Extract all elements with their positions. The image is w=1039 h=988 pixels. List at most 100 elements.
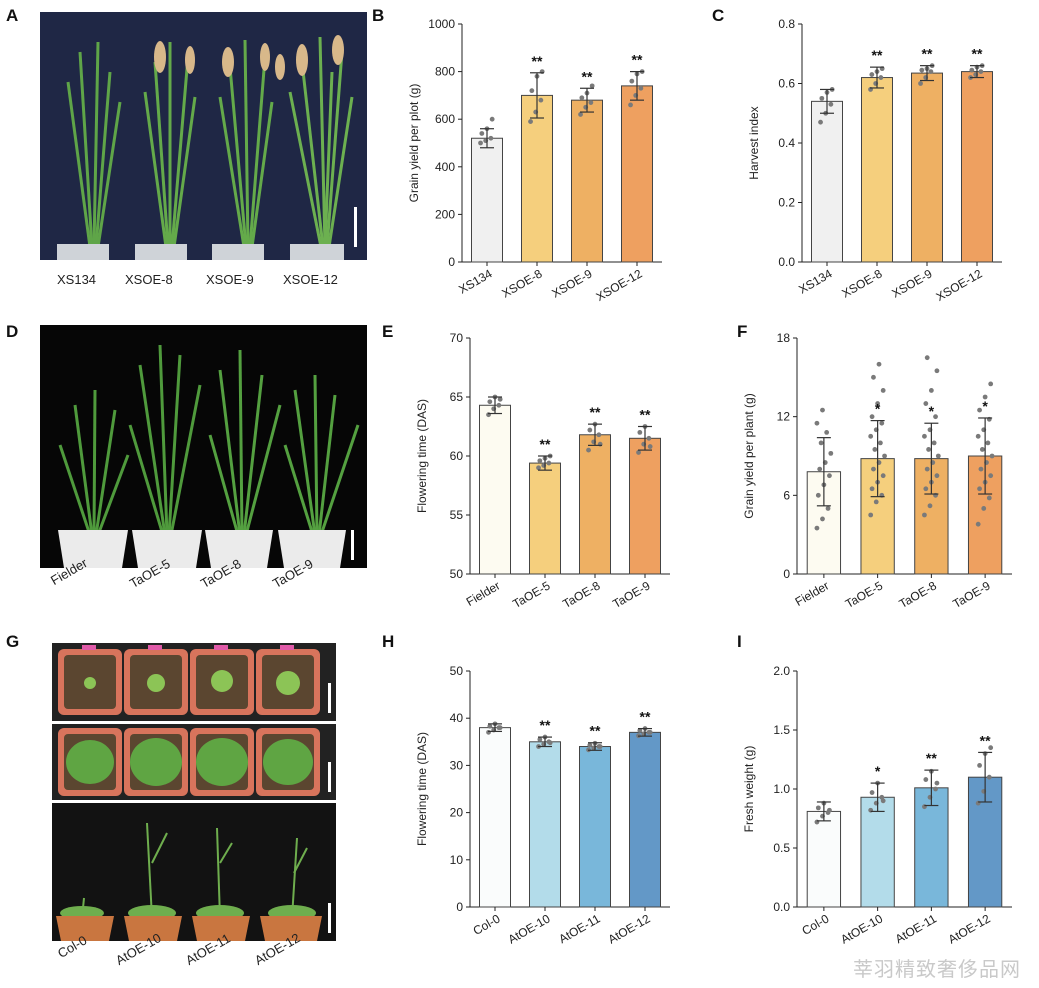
data-point bbox=[926, 447, 931, 452]
data-point bbox=[815, 492, 821, 498]
data-point bbox=[878, 75, 884, 80]
y-tick-label: 0.5 bbox=[773, 841, 790, 855]
significance-marker: ** bbox=[640, 407, 651, 423]
data-point bbox=[935, 453, 941, 459]
y-tick-label: 18 bbox=[777, 331, 791, 345]
data-point bbox=[638, 85, 644, 91]
data-point bbox=[875, 401, 881, 406]
y-tick-label: 0 bbox=[783, 567, 790, 581]
data-point bbox=[486, 729, 491, 735]
y-tick-label: 1.0 bbox=[773, 782, 790, 796]
arabidopsis-rosette-photo-early bbox=[52, 643, 336, 721]
y-axis-title: Flowering time (DAS) bbox=[415, 732, 429, 846]
chart-svg: Fresh weight (g) 0.0 0.5 1.0 1.5 2.0 Col-0 * AtO… bbox=[742, 664, 1012, 947]
data-point bbox=[637, 430, 643, 435]
x-tick-label: XSOE-9 bbox=[889, 266, 934, 300]
data-point bbox=[637, 728, 643, 733]
data-point bbox=[880, 798, 886, 804]
data-point bbox=[488, 135, 494, 141]
data-point bbox=[647, 729, 653, 735]
x-tick-label: Col-0 bbox=[800, 911, 832, 938]
bar bbox=[911, 72, 943, 263]
data-point bbox=[628, 102, 633, 108]
y-tick-label: 30 bbox=[450, 758, 464, 772]
data-point bbox=[537, 458, 543, 464]
data-point bbox=[982, 394, 988, 400]
bar bbox=[629, 731, 661, 908]
data-point bbox=[636, 450, 641, 455]
bar bbox=[961, 71, 993, 263]
significance-marker: ** bbox=[582, 68, 593, 84]
data-point bbox=[646, 435, 652, 441]
significance-marker: ** bbox=[872, 47, 883, 63]
panel-letter-a: A bbox=[6, 6, 19, 25]
data-point bbox=[924, 355, 930, 361]
photo-label-xsoe-8: XSOE-8 bbox=[125, 272, 173, 287]
x-tick-label: XSOE-8 bbox=[499, 266, 544, 300]
x-tick-label: TaOE-8 bbox=[897, 578, 940, 611]
panel-letter-e: E bbox=[382, 322, 394, 341]
bar bbox=[860, 796, 895, 908]
data-point bbox=[820, 407, 825, 413]
data-point bbox=[989, 453, 995, 459]
y-tick-label: 0.0 bbox=[778, 255, 795, 269]
data-point bbox=[922, 512, 927, 518]
significance-marker: * bbox=[929, 403, 935, 419]
y-tick-label: 400 bbox=[435, 160, 455, 174]
y-tick-label: 10 bbox=[450, 853, 464, 867]
data-point bbox=[528, 119, 533, 124]
data-point bbox=[878, 440, 883, 446]
data-point bbox=[868, 433, 874, 439]
y-tick-label: 0.2 bbox=[778, 196, 795, 210]
x-tick-label: XS134 bbox=[796, 266, 834, 296]
panel-letter-g: G bbox=[6, 632, 20, 651]
y-tick-label: 2.0 bbox=[773, 664, 790, 678]
y-tick-label: 1000 bbox=[428, 17, 455, 31]
y-tick-label: 50 bbox=[450, 567, 464, 581]
chart-fresh-weight: Fresh weight (g) 0.0 0.5 1.0 1.5 2.0 Col-0 * AtO… bbox=[742, 664, 1015, 965]
panel-letter-i: I bbox=[737, 632, 742, 651]
data-point bbox=[868, 512, 874, 518]
wheat-pots bbox=[58, 530, 346, 568]
bar bbox=[806, 810, 842, 908]
data-point bbox=[919, 67, 925, 73]
significance-marker: * bbox=[875, 763, 881, 779]
y-tick-label: 60 bbox=[450, 449, 464, 463]
data-point bbox=[536, 465, 541, 471]
panel-letter-f: F bbox=[737, 322, 748, 341]
data-point bbox=[876, 361, 882, 367]
data-point bbox=[934, 368, 940, 374]
data-point bbox=[879, 420, 885, 426]
data-point bbox=[978, 466, 984, 472]
data-point bbox=[537, 737, 543, 742]
significance-marker: ** bbox=[540, 717, 551, 733]
data-point bbox=[578, 112, 583, 117]
data-point bbox=[975, 521, 981, 527]
y-tick-label: 6 bbox=[783, 488, 790, 502]
bar bbox=[479, 404, 511, 575]
data-point bbox=[587, 742, 593, 748]
bar bbox=[629, 437, 661, 575]
panel-letter-h: H bbox=[382, 632, 395, 651]
x-tick-label: AtOE-11 bbox=[556, 911, 602, 946]
x-tick-label: AtOE-12 bbox=[946, 911, 993, 946]
x-tick-label: TaOE-5 bbox=[843, 578, 886, 611]
data-point bbox=[869, 790, 875, 795]
data-point bbox=[828, 101, 834, 107]
data-point bbox=[975, 433, 981, 439]
data-point bbox=[819, 95, 825, 101]
significance-marker: * bbox=[875, 401, 881, 417]
data-point bbox=[814, 420, 820, 426]
data-point bbox=[497, 396, 503, 402]
data-point bbox=[988, 381, 994, 387]
y-tick-label: 800 bbox=[435, 65, 455, 79]
bar bbox=[529, 741, 561, 908]
data-point bbox=[933, 786, 938, 792]
x-tick-label: AtOE-12 bbox=[606, 911, 653, 946]
data-point bbox=[928, 388, 934, 393]
wheat-plant-3 bbox=[208, 349, 282, 536]
bar bbox=[479, 727, 511, 908]
rice-plants-photo bbox=[40, 12, 367, 260]
data-point bbox=[931, 440, 937, 446]
y-tick-label: 0.0 bbox=[773, 900, 790, 914]
